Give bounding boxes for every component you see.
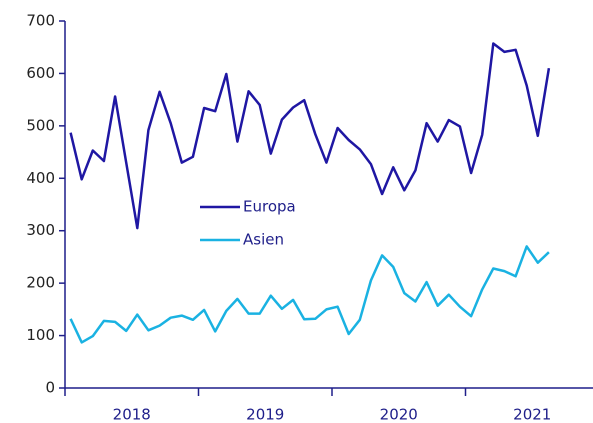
- x-tick-label: 2020: [380, 406, 418, 423]
- y-tick-label: 400: [26, 169, 55, 187]
- legend-box: [188, 188, 318, 260]
- x-tick-label: 2019: [246, 406, 284, 423]
- x-tick-label: 2018: [113, 406, 151, 423]
- legend-label: Europa: [243, 198, 296, 216]
- y-tick-label: 700: [26, 12, 55, 30]
- series-line: [69, 245, 550, 344]
- y-tick-label: 200: [26, 274, 55, 292]
- legend-label: Asien: [243, 231, 284, 249]
- y-tick-label: 600: [26, 64, 55, 82]
- series-line: [69, 42, 551, 230]
- y-tick-label: 0: [45, 379, 55, 397]
- y-tick-label: 500: [26, 116, 55, 134]
- y-tick-label: 300: [26, 221, 55, 239]
- y-tick-label: 100: [26, 326, 55, 344]
- x-tick-label: 2021: [513, 406, 551, 423]
